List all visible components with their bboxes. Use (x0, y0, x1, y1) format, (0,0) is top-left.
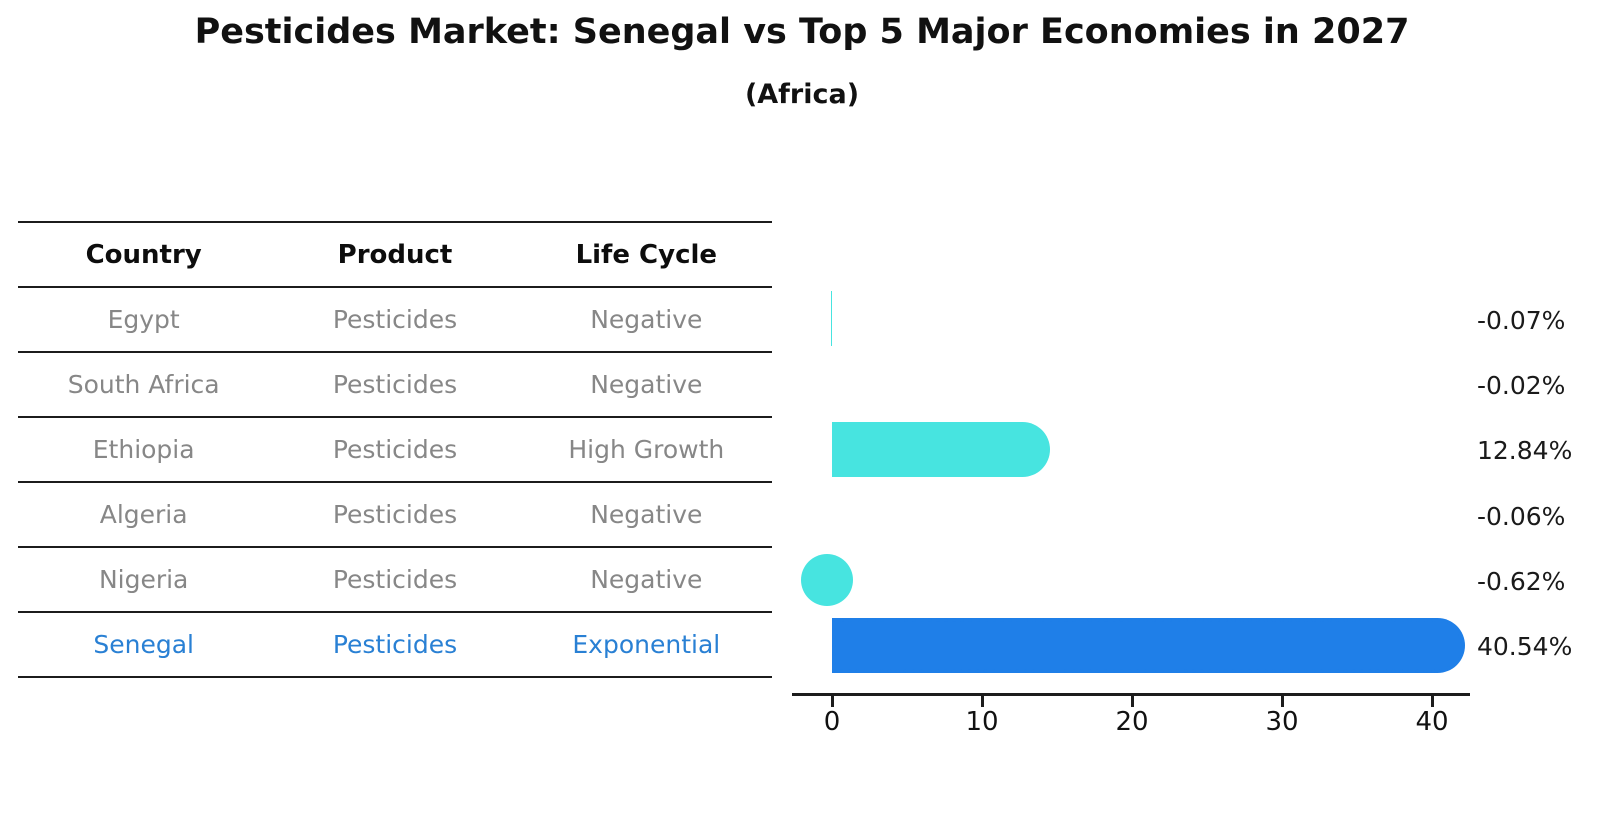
x-axis-tick-label: 40 (1415, 707, 1449, 737)
cell-life-cycle: Negative (590, 305, 703, 334)
cell-product: Pesticides (332, 305, 458, 334)
bar-value-label: -0.02% (1477, 370, 1566, 400)
cell-country: Nigeria (98, 565, 189, 594)
market-table: Country Product Life Cycle Egypt Pesticid… (18, 221, 772, 678)
bar-value-label: 40.54% (1477, 632, 1573, 662)
cell-life-cycle: High Growth (568, 435, 725, 464)
cell-country: Senegal (93, 630, 194, 659)
cell-country: Egypt (107, 305, 180, 334)
cell-country: Algeria (99, 500, 188, 529)
table-header-row: Country Product Life Cycle (18, 223, 772, 288)
cell-country: Ethiopia (92, 435, 195, 464)
cell-product: Pesticides (332, 435, 458, 464)
bar-value-label: 12.84% (1477, 436, 1573, 466)
figure-subtitle: (Africa) (744, 79, 860, 110)
bar-value-label: -0.62% (1477, 566, 1566, 596)
table-header-life-cycle: Life Cycle (575, 239, 718, 270)
cell-life-cycle: Negative (590, 565, 703, 594)
x-axis-tick (980, 696, 984, 707)
x-axis-line (792, 693, 1470, 696)
x-axis-tick (1130, 696, 1134, 707)
x-axis-tick-label: 0 (823, 707, 841, 737)
table-row: Egypt Pesticides Negative (18, 288, 772, 353)
x-axis-tick-label: 30 (1265, 707, 1299, 737)
x-axis-tick (830, 696, 834, 707)
bar-senegal (832, 617, 1466, 673)
x-axis-tick-label: 10 (965, 707, 999, 737)
table-row: South Africa Pesticides Negative (18, 353, 772, 418)
table-body: Egypt Pesticides Negative South Africa Pesti… (18, 288, 772, 678)
figure-title: Pesticides Market: Senegal vs Top 5 Majo… (194, 12, 1410, 52)
table-header-country: Country (85, 239, 202, 270)
cell-country: South Africa (67, 370, 220, 399)
bar-value-label: -0.07% (1477, 305, 1566, 335)
table-header-product: Product (337, 239, 453, 270)
cell-life-cycle: Negative (590, 370, 703, 399)
table-row: Nigeria Pesticides Negative (18, 548, 772, 613)
bar-value-label: -0.06% (1477, 501, 1566, 531)
cell-life-cycle: Negative (590, 500, 703, 529)
bar-nigeria (801, 553, 854, 606)
x-axis-tick-label: 20 (1115, 707, 1149, 737)
x-axis-tick (1280, 696, 1284, 707)
table-row: Senegal Pesticides Exponential (18, 613, 772, 678)
cell-life-cycle: Exponential (572, 630, 721, 659)
table-row: Algeria Pesticides Negative (18, 483, 772, 548)
bar-egypt (830, 291, 832, 347)
cell-product: Pesticides (332, 565, 458, 594)
cell-product: Pesticides (332, 500, 458, 529)
cell-product: Pesticides (332, 630, 458, 659)
x-axis-tick (1430, 696, 1434, 707)
bar-ethiopia (832, 421, 1050, 477)
table-row: Ethiopia Pesticides High Growth (18, 418, 772, 483)
cell-product: Pesticides (332, 370, 458, 399)
